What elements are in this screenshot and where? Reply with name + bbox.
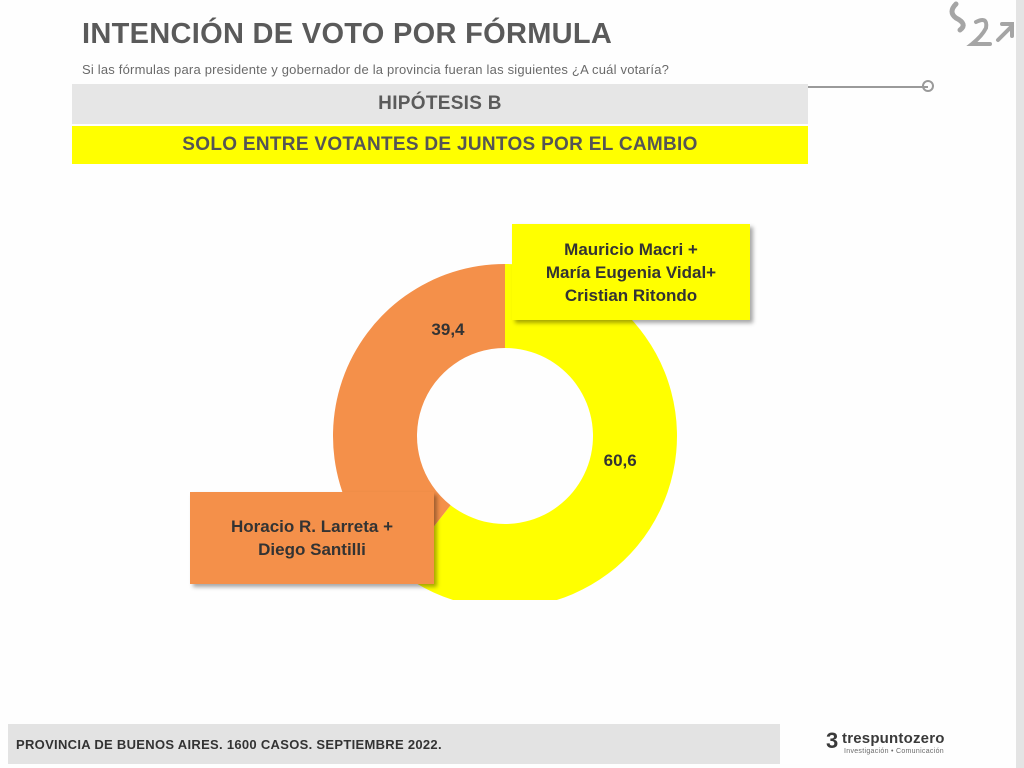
donut-labels: 60,6 39,4 — [431, 320, 636, 470]
legend-macri-line-2: María Eugenia Vidal+ — [545, 262, 717, 282]
decorative-line — [808, 86, 928, 88]
filter-label: SOLO ENTRE VOTANTES DE JUNTOS POR EL CAM… — [182, 134, 698, 155]
legend-macri-line-1: Mauricio Macri + — [564, 239, 698, 259]
corner-logo-icon — [949, 1, 1014, 46]
page-title: INTENCIÓN DE VOTO POR FÓRMULA — [82, 18, 613, 50]
donut-value-label-1: 60,6 — [604, 451, 637, 470]
legend-macri-box: Mauricio Macri + María Eugenia Vidal+ Cr… — [512, 224, 750, 320]
legend-larreta-line-1: Horacio R. Larreta + — [230, 517, 394, 536]
footer-source-text: PROVINCIA DE BUENOS AIRES. 1600 CASOS. S… — [16, 736, 442, 752]
footer-bar: PROVINCIA DE BUENOS AIRES. 1600 CASOS. S… — [8, 724, 780, 764]
legend-larreta-line-2: Diego Santilli — [258, 540, 366, 559]
donut-slice-1 — [398, 264, 677, 600]
hypothesis-label: HIPÓTESIS B — [378, 93, 502, 114]
slide-edge — [1016, 0, 1024, 768]
donut-value-label-2: 39,4 — [431, 320, 465, 339]
brand-mark-icon: 3 — [826, 728, 839, 753]
filter-banner: SOLO ENTRE VOTANTES DE JUNTOS POR EL CAM… — [72, 126, 808, 164]
legend-larreta-box: Horacio R. Larreta + Diego Santilli — [190, 492, 434, 584]
brand-name: trespuntozero — [842, 730, 945, 747]
hypothesis-banner: HIPÓTESIS B — [72, 84, 808, 124]
brand-logo: 3 trespuntozero Investigación • Comunica… — [826, 728, 966, 760]
page-subtitle: Si las fórmulas para presidente y gobern… — [82, 62, 670, 77]
legend-macri-line-3: Cristian Ritondo — [564, 285, 698, 305]
brand-tagline: Investigación • Comunicación — [844, 748, 944, 755]
decorative-circle-icon — [922, 80, 934, 92]
